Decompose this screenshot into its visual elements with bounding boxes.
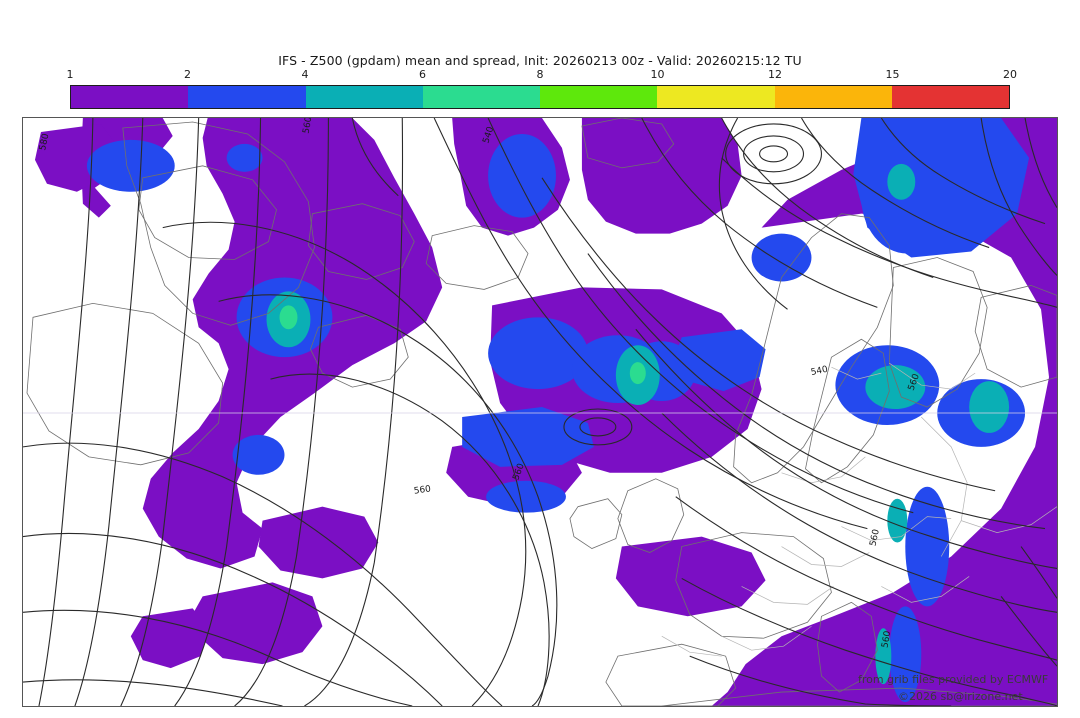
colorbar-segment-12-15 <box>774 86 892 108</box>
colorbar-tick-15: 15 <box>885 68 900 81</box>
colorbar <box>70 85 1010 109</box>
country-borders-layer <box>661 362 1057 657</box>
colorbar-tick-4: 4 <box>301 68 309 81</box>
colorbar-tick-20: 20 <box>1003 68 1017 81</box>
colorbar-segment-6-8 <box>422 86 540 108</box>
colorbar-swatches <box>70 85 1010 109</box>
page-title: IFS - Z500 (gpdam) mean and spread, Init… <box>278 53 802 68</box>
contour-label-580: 580 <box>38 132 51 151</box>
colorbar-segment-1-2 <box>71 86 189 108</box>
colorbar-tick-8: 8 <box>536 68 544 81</box>
spread-area-green <box>279 305 646 385</box>
contour-label-560-c: 560 <box>302 118 315 134</box>
colorbar-segment-15-20 <box>891 86 1009 108</box>
attribution-source: from grib files provided by ECMWF <box>858 673 1049 686</box>
map-panel[interactable]: 580 560 560 560 540 540 560 560 560 <box>22 117 1058 707</box>
contour-label-560-a: 560 <box>413 484 432 496</box>
colorbar-tick-labels: 1 2 4 6 8 10 12 15 20 <box>66 68 1018 84</box>
colorbar-segment-2-4 <box>188 86 306 108</box>
contour-label-560-f: 560 <box>880 630 893 649</box>
spread-area-blue <box>86 118 1030 703</box>
colorbar-tick-12: 12 <box>768 68 782 81</box>
attribution-copyright: ©2026 sb@irizone.net <box>898 690 1023 703</box>
contour-label-540-b: 540 <box>810 365 829 378</box>
contour-lines-layer <box>23 118 1057 706</box>
contour-label-560-e: 560 <box>868 528 881 547</box>
colorbar-segment-8-10 <box>540 86 658 108</box>
colorbar-tick-10: 10 <box>650 68 665 81</box>
colorbar-tick-6: 6 <box>419 68 426 81</box>
colorbar-segment-10-12 <box>657 86 775 108</box>
colorbar-tick-1: 1 <box>66 68 74 81</box>
colorbar-segment-4-6 <box>305 86 423 108</box>
colorbar-tick-2: 2 <box>184 68 191 81</box>
map-canvas: 580 560 560 560 540 540 560 560 560 <box>23 118 1057 706</box>
